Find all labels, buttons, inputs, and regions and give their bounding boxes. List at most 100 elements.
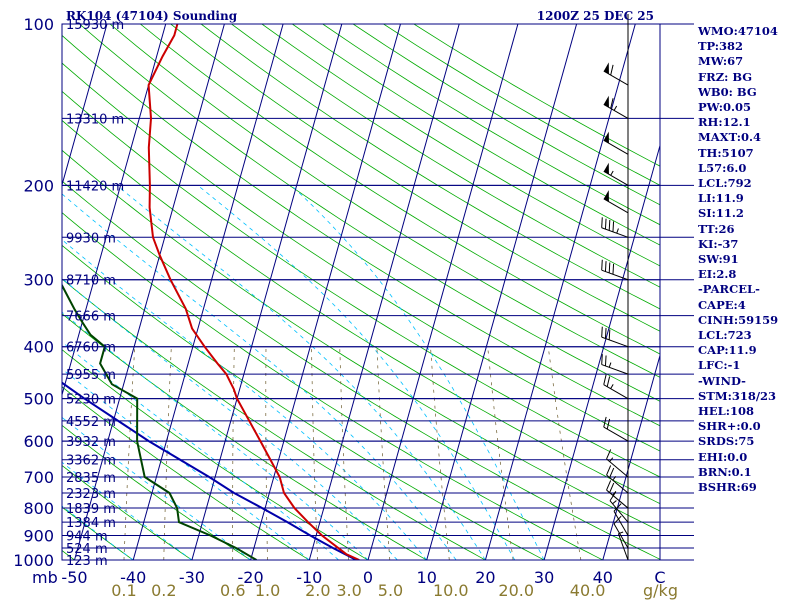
height-label: 5230 m [66, 393, 116, 408]
index-item: CAP:11.9 [698, 343, 757, 358]
index-item: HEL:108 [698, 404, 754, 419]
isotherm [426, 24, 578, 560]
height-label: 4552 m [66, 415, 116, 430]
height-label: 944 m [66, 529, 108, 544]
height-label: 1384 m [66, 516, 116, 531]
mixing-ratio-label: 0.1 [111, 581, 136, 600]
moist-adiabat [116, 185, 486, 560]
moist-adiabat [62, 461, 193, 560]
index-item: LCL:723 [698, 328, 752, 343]
wind-barb [606, 480, 629, 509]
temperature-unit-label: C [654, 568, 665, 587]
index-item: WB0: BG [698, 84, 757, 99]
height-label: 8710 m [66, 274, 116, 289]
isotherm [62, 24, 167, 397]
mixing-ratio-label: 0.6 [220, 581, 245, 600]
mixing-ratio-unit-label: g/kg [643, 581, 678, 600]
height-label: 1839 m [66, 502, 116, 517]
moist-adiabat [62, 341, 339, 560]
mixing-ratio-label: 20.0 [498, 581, 534, 600]
mixing-ratio-labels: 0.1 0.2 0.6 1.0 2.0 3.0 5.0 10.0 20.0 40.0 [111, 581, 605, 600]
height-label: 3932 m [66, 435, 116, 450]
index-item: MW:67 [698, 54, 744, 69]
index-item: TH:5107 [698, 145, 754, 160]
mixing-ratio-line [339, 346, 350, 560]
index-item: SI:11.2 [698, 206, 744, 221]
pressure-axis-labels: 100 200 300 400 500 600 700 800 900 1000 [13, 15, 54, 570]
isotherm [250, 24, 401, 560]
dry-adiabat [62, 62, 660, 452]
mixing-ratio-label: 40.0 [570, 581, 606, 600]
height-label: 15930 m [66, 18, 124, 33]
temperature-tick-label: -40 [120, 568, 146, 587]
index-item: -WIND- [698, 373, 746, 388]
wind-barb [613, 515, 629, 549]
index-item: BRN:0.1 [698, 464, 752, 479]
height-label: 123 m [66, 554, 108, 569]
pressure-label: 900 [23, 526, 54, 545]
mixing-ratio-line [232, 346, 235, 560]
height-labels: 15930 m 13310 m 11420 m 9930 m 8710 m 7666 m 6… [66, 18, 124, 569]
height-label: 2835 m [66, 471, 116, 486]
isotherm [367, 24, 519, 560]
height-label: 6760 m [66, 341, 116, 356]
mixing-ratio-line [430, 346, 450, 560]
index-item: LCL:792 [698, 176, 752, 191]
moist-adiabat [62, 239, 428, 560]
mixing-ratio-label: 0.2 [151, 581, 176, 600]
index-item: SW:91 [698, 252, 739, 267]
isotherm [484, 24, 636, 560]
index-item: MAXT:0.4 [698, 130, 761, 145]
plot-frame [61, 23, 661, 561]
dry-adiabats [62, 24, 660, 560]
temperature-tick-label: -50 [61, 568, 87, 587]
valid-time: 1200Z 25 DEC 25 [537, 9, 654, 23]
indices-panel: WMO:47104 TP:382 MW:67 FRZ: BG WB0: BG PW:0.0… [698, 24, 778, 495]
wind-barb [603, 374, 629, 400]
pressure-label: 600 [23, 432, 54, 451]
wind-barb [601, 259, 629, 281]
height-label: 524 m [66, 542, 108, 557]
wind-barb [603, 95, 629, 119]
temperature-line [147, 24, 360, 560]
index-item: -PARCEL- [698, 282, 760, 297]
isotherm [74, 24, 225, 560]
mixing-ratio-label: 10.0 [433, 581, 469, 600]
temperature-tick-label: -10 [296, 568, 322, 587]
index-item: LI:11.9 [698, 191, 744, 206]
dry-adiabat [79, 24, 660, 402]
wind-barb [606, 449, 629, 478]
index-item: CINH:59159 [698, 312, 779, 327]
height-label: 3362 m [66, 454, 116, 469]
wind-barb [603, 62, 629, 86]
index-item: EHI:0.0 [698, 449, 748, 464]
temperature-tick-label: 40 [593, 568, 613, 587]
wind-barbs [601, 62, 629, 561]
height-label: 13310 m [66, 112, 124, 127]
index-item: KI:-37 [698, 236, 739, 251]
index-item: EI:2.8 [698, 267, 737, 282]
station-title: RK104 (47104) Sounding [66, 9, 238, 23]
index-item: SRDS:75 [698, 434, 755, 449]
pressure-label: 100 [23, 15, 54, 34]
height-label: 11420 m [66, 179, 124, 194]
index-item: SHR+:0.0 [698, 419, 761, 434]
index-item: RH:12.1 [698, 115, 751, 130]
index-item: LFC:-1 [698, 358, 741, 373]
temperature-axis-labels: -50 -40 -30 -20 -10 0 10 20 30 40 [61, 568, 613, 587]
index-item: FRZ: BG [698, 69, 753, 84]
height-label: 9930 m [66, 231, 116, 246]
sounding-profiles [62, 24, 360, 560]
mixing-ratio-line [487, 346, 514, 560]
dry-adiabat [62, 34, 660, 427]
wind-barb [601, 354, 629, 375]
wind-barb [603, 162, 629, 186]
isotherms [62, 24, 660, 560]
isotherm [191, 24, 343, 560]
isotherm [308, 24, 460, 560]
temperature-tick-label: 30 [534, 568, 554, 587]
wind-barb [609, 491, 629, 523]
mixing-ratio-label: 2.0 [305, 581, 330, 600]
pressure-label: 800 [23, 499, 54, 518]
mixing-ratio-label: 1.0 [255, 581, 280, 600]
